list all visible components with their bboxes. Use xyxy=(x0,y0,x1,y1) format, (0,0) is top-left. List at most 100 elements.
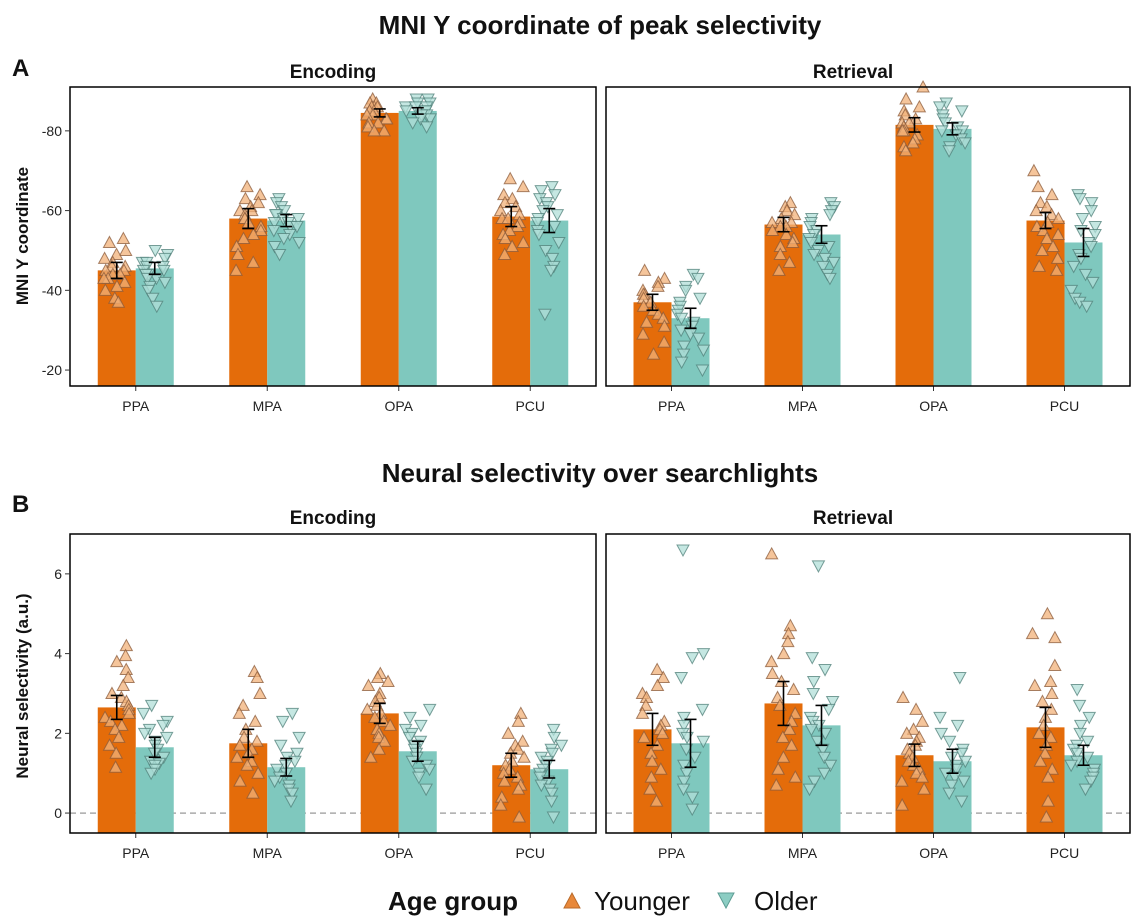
data-point-older-mpa xyxy=(267,775,282,789)
facet-frame xyxy=(605,533,1131,834)
data-point-older-ppa xyxy=(676,783,691,797)
data-point-older-pcu xyxy=(1075,213,1090,226)
data-point-older-pcu xyxy=(1064,284,1079,298)
data-point-older-mpa xyxy=(816,743,830,757)
y-tick-label: -80 xyxy=(42,123,62,139)
data-point-older-ppa xyxy=(140,272,155,286)
data-point-older-ppa xyxy=(148,244,163,258)
data-point-younger-pcu xyxy=(1036,718,1051,731)
data-point-younger-ppa xyxy=(109,746,124,759)
data-point-older-mpa xyxy=(806,676,821,689)
data-point-older-pcu xyxy=(1070,747,1085,761)
data-point-younger-pcu xyxy=(516,235,531,248)
x-tick-label-opa: OPA xyxy=(384,845,413,861)
bar-older-opa xyxy=(933,128,972,387)
data-point-older-pcu xyxy=(1080,751,1095,765)
data-point-younger-ppa xyxy=(646,347,661,360)
data-point-younger-opa xyxy=(906,135,920,149)
x-tick-label-pcu: PCU xyxy=(515,845,545,861)
data-point-older-pcu xyxy=(1082,711,1097,725)
bar-older-opa xyxy=(398,751,437,833)
data-point-younger-ppa xyxy=(102,235,117,248)
data-point-younger-pcu xyxy=(1027,678,1042,691)
data-point-older-mpa xyxy=(821,703,836,717)
data-point-younger-ppa xyxy=(637,263,652,276)
data-point-older-ppa xyxy=(677,340,691,354)
data-point-younger-pcu xyxy=(1031,179,1045,193)
data-point-younger-mpa xyxy=(230,750,244,763)
data-point-younger-mpa xyxy=(784,738,799,751)
data-point-younger-ppa xyxy=(118,648,133,662)
x-tick-label-opa: OPA xyxy=(919,845,948,861)
data-point-older-ppa xyxy=(141,284,156,298)
panel-a-title: MNI Y coordinate of peak selectivity xyxy=(379,10,822,40)
legend-younger-label: Younger xyxy=(594,886,690,916)
data-point-younger-mpa xyxy=(782,722,797,735)
data-point-younger-opa xyxy=(917,782,931,795)
data-point-younger-pcu xyxy=(1049,263,1064,276)
data-point-older-pcu xyxy=(548,189,562,202)
x-tick-label-ppa: PPA xyxy=(658,845,686,861)
data-point-younger-opa xyxy=(915,770,930,783)
data-point-younger-pcu xyxy=(1035,694,1050,707)
data-point-younger-mpa xyxy=(781,634,795,648)
data-point-younger-pcu xyxy=(513,706,528,719)
data-point-younger-mpa xyxy=(240,179,254,193)
data-point-older-pcu xyxy=(1079,300,1094,314)
data-point-older-opa xyxy=(402,731,417,745)
data-point-younger-ppa xyxy=(657,335,671,348)
data-point-younger-ppa xyxy=(653,762,668,775)
data-point-older-opa xyxy=(952,672,967,685)
x-tick-label-pcu: PCU xyxy=(1050,845,1080,861)
data-point-younger-ppa xyxy=(109,654,124,668)
data-point-younger-pcu xyxy=(1032,259,1047,272)
data-point-younger-ppa xyxy=(650,662,664,676)
data-point-younger-opa xyxy=(370,670,385,684)
data-point-younger-pcu xyxy=(493,798,508,811)
y-tick-label: 4 xyxy=(54,646,62,662)
data-point-older-mpa xyxy=(272,248,287,262)
data-point-younger-ppa xyxy=(636,299,651,312)
data-point-younger-mpa xyxy=(770,690,785,703)
data-point-older-mpa xyxy=(267,240,282,254)
data-point-younger-mpa xyxy=(785,235,800,248)
data-point-younger-ppa xyxy=(118,243,133,256)
data-point-older-pcu xyxy=(1078,268,1093,282)
data-point-older-ppa xyxy=(159,731,174,745)
data-point-older-pcu xyxy=(545,252,560,266)
data-point-older-opa xyxy=(942,145,956,158)
data-point-older-mpa xyxy=(804,723,819,737)
data-point-older-opa xyxy=(958,137,972,150)
data-point-younger-pcu xyxy=(1029,203,1044,217)
data-point-older-ppa xyxy=(674,324,688,338)
data-point-younger-pcu xyxy=(1032,726,1046,739)
data-point-younger-opa xyxy=(899,91,913,105)
data-point-younger-opa xyxy=(381,674,395,688)
data-point-younger-ppa xyxy=(657,271,672,284)
data-point-younger-opa xyxy=(909,702,923,715)
data-point-older-ppa xyxy=(149,300,164,314)
panel-b-facet-retrieval: Retrieval xyxy=(813,508,893,529)
data-point-younger-ppa xyxy=(111,730,126,743)
data-point-younger-pcu xyxy=(1038,746,1052,759)
data-point-older-mpa xyxy=(273,739,288,753)
data-point-younger-opa xyxy=(912,99,927,113)
data-point-younger-pcu xyxy=(1043,674,1058,688)
y-tick-label: -40 xyxy=(42,282,62,298)
data-point-older-pcu xyxy=(554,739,569,753)
data-point-older-mpa xyxy=(817,767,832,781)
data-point-younger-ppa xyxy=(122,706,136,719)
panel-a-y-axis-label: MNI Y coordinate xyxy=(13,167,32,305)
x-tick-label-mpa: MPA xyxy=(788,398,818,414)
data-point-older-ppa xyxy=(687,751,702,765)
data-point-older-opa xyxy=(399,105,414,118)
data-point-younger-mpa xyxy=(229,263,243,276)
x-tick-label-ppa: PPA xyxy=(122,398,150,414)
data-point-younger-pcu xyxy=(1045,762,1060,775)
data-point-older-pcu xyxy=(530,217,545,230)
data-point-younger-opa xyxy=(367,710,382,723)
data-point-younger-pcu xyxy=(501,726,516,739)
data-point-younger-pcu xyxy=(1050,251,1065,264)
data-point-older-opa xyxy=(422,703,437,717)
data-point-younger-pcu xyxy=(498,231,513,244)
